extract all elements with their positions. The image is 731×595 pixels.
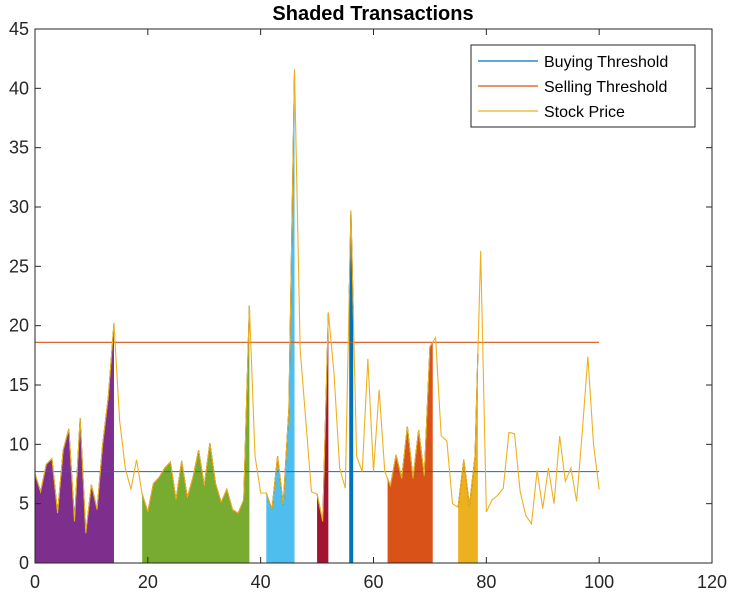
chart-title: Shaded Transactions <box>272 3 473 25</box>
x-tick-label: 100 <box>584 572 614 592</box>
y-tick-label: 10 <box>9 434 29 454</box>
y-tick-label: 25 <box>9 256 29 276</box>
legend-label-buying-threshold: Buying Threshold <box>544 54 668 71</box>
shaded-region-4 <box>317 312 329 563</box>
y-tick-label: 15 <box>9 375 29 395</box>
legend-label-stock-price: Stock Price <box>544 104 625 121</box>
x-tick-label: 120 <box>697 572 727 592</box>
legend: Buying Threshold Selling Threshold Stock P… <box>470 44 696 128</box>
shaded-region-5 <box>349 210 354 563</box>
y-tick-label: 30 <box>9 197 29 217</box>
y-tick-label: 40 <box>9 78 29 98</box>
y-tick-label: 20 <box>9 316 29 336</box>
x-tick-label: 80 <box>476 572 496 592</box>
y-tick-label: 45 <box>9 19 29 39</box>
x-tick-label: 60 <box>363 572 383 592</box>
x-tick-label: 0 <box>30 572 40 592</box>
shaded-region-7 <box>458 353 478 563</box>
y-tick-label: 35 <box>9 138 29 158</box>
x-tick-label: 40 <box>251 572 271 592</box>
series-line-stock-price <box>34 69 600 534</box>
y-tick-label: 0 <box>19 553 29 573</box>
y-tick-label: 5 <box>19 494 29 514</box>
shaded-region-1 <box>35 323 114 563</box>
x-tick-label: 20 <box>138 572 158 592</box>
shaded-region-2 <box>142 305 250 563</box>
legend-label-selling-threshold: Selling Threshold <box>544 79 667 96</box>
